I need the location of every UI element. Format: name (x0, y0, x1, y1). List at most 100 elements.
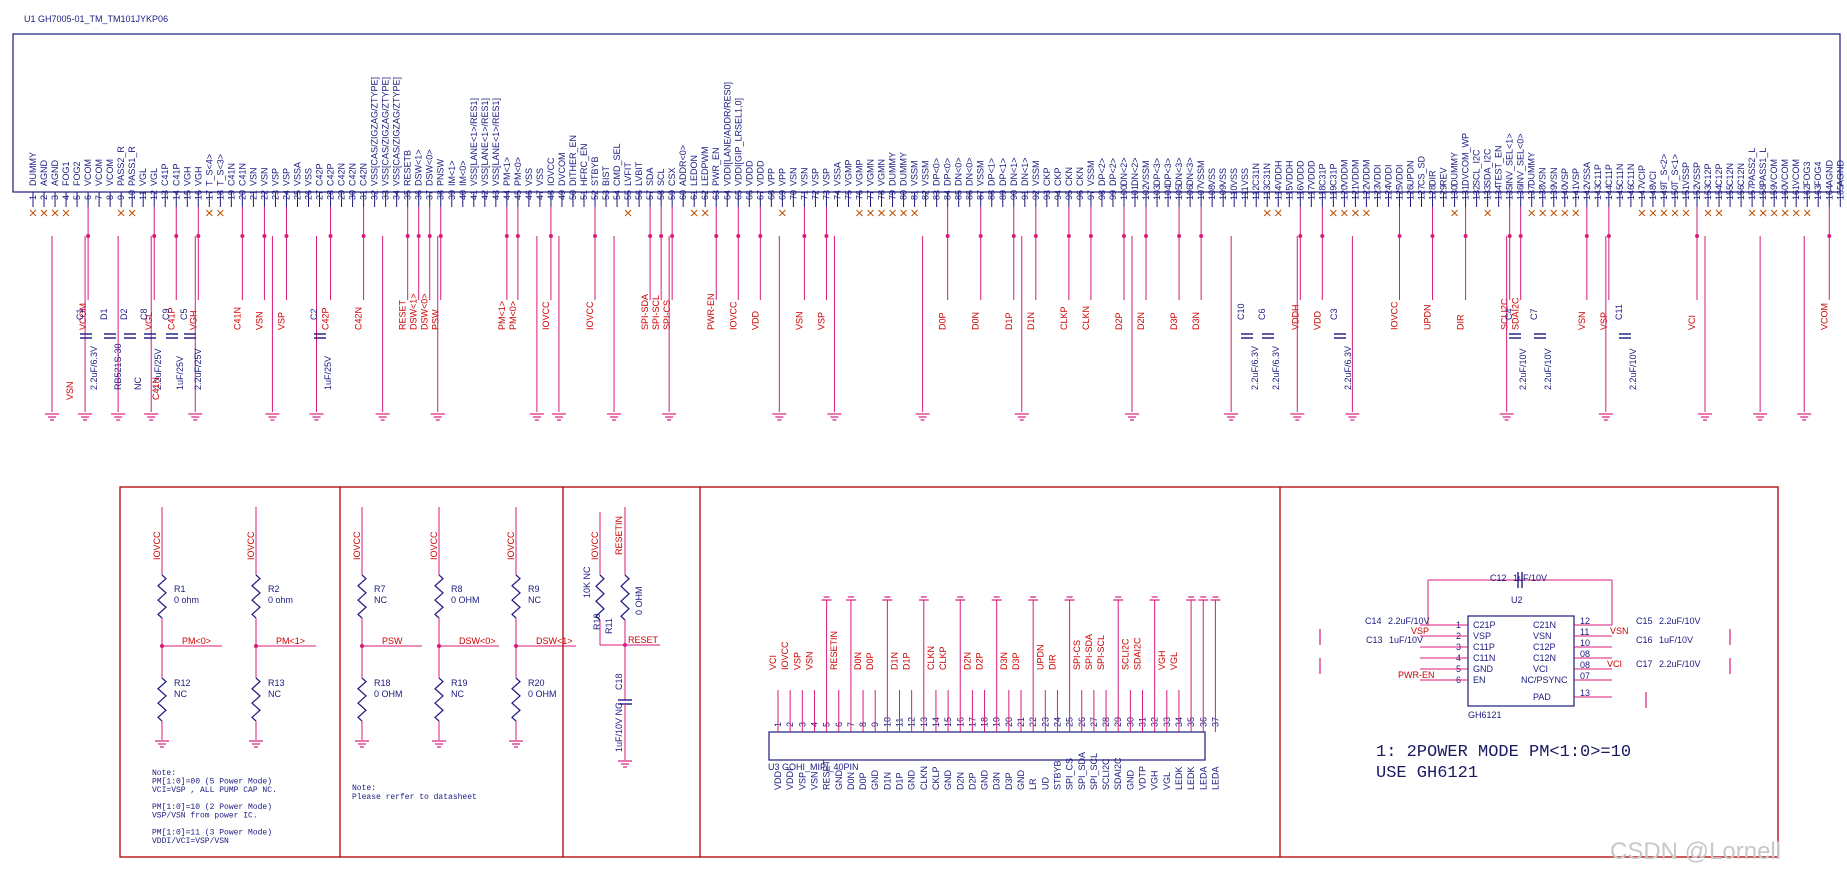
no-connect-mark (1539, 209, 1547, 217)
u1-pin-name: C12P (1714, 163, 1724, 186)
no-connect-mark (1759, 209, 1767, 217)
res-ref: R8 (451, 584, 463, 594)
no-connect-mark (624, 209, 632, 217)
u1-cap-ref: C8 (139, 308, 149, 320)
u1-pin-name: VGH (193, 166, 203, 186)
u1-pin-name: DVCOM_WP (1461, 133, 1471, 186)
u2-pin-name: C12P (1533, 642, 1556, 652)
u3-net-label: D2P (975, 652, 985, 670)
u1-header: U1 GH7005-01_TM_TM101JYKP06 (24, 14, 168, 24)
u1-pin-name: DP<2> (1097, 158, 1107, 186)
u3-net-label: RESETIN (829, 631, 839, 670)
res-value: NC (451, 689, 464, 699)
u1-net-label: VDD (750, 310, 760, 330)
junction-dot (1298, 234, 1303, 238)
u1-cap-ref: C3 (1329, 308, 1339, 320)
u1-pin-name: DN<2> (1130, 157, 1140, 186)
u1-pin-name: LVFIT (623, 162, 633, 186)
note-line: PM[1:0]=11 (3 Power Mode) (152, 829, 272, 838)
u3-pin-name: VDTP (1138, 766, 1148, 790)
u1-pin-name: FOG4 (1813, 161, 1823, 186)
u1-pin-name: DN<2> (1119, 157, 1129, 186)
u1-net-label: C41N (232, 307, 242, 330)
u1-pin-name: DN<0> (965, 157, 975, 186)
u1-net-label: VDD (1312, 310, 1322, 330)
junction-dot (659, 234, 664, 238)
u3-pin-name: SDAI2C (1113, 757, 1123, 790)
u3-pin-name: D0N (846, 772, 856, 790)
u2-name: U2 (1511, 595, 1523, 605)
no-connect-mark (216, 209, 224, 217)
u1-pin-name: VSN (788, 167, 798, 186)
u1-pin-name: VDDI[LANE/ADDR/RES0] (722, 82, 732, 186)
u1-net-label: VDDH (1290, 304, 1300, 330)
u1-pin-name: VDDD (1306, 160, 1316, 186)
res-value: NC (528, 595, 541, 605)
no-connect-mark (1363, 209, 1370, 217)
reset-iovcc: IOVCC (590, 531, 600, 560)
u1-pin-name: DUMMY (1527, 152, 1537, 186)
no-connect-mark (128, 209, 136, 217)
u1-pin-name: UPDN (1406, 160, 1416, 186)
u1-cap-ref: C9 (161, 308, 171, 320)
u2-pin-name: VSN (1533, 631, 1552, 641)
u1-pin-name: VCI (1648, 171, 1658, 186)
u3-pin-name: LEDK (1174, 766, 1184, 790)
u1-net-label: D3N (1191, 312, 1201, 330)
u1-pin-name: VSP (821, 168, 831, 186)
u1-net-label: CLKP (1059, 306, 1069, 330)
junction-dot (284, 234, 289, 238)
u1-net-label: DSW<0> (420, 293, 430, 330)
iovcc-net: IOVCC (506, 531, 516, 560)
junction-dot (328, 234, 333, 238)
u1-pin-name: VDDM (1339, 160, 1349, 187)
u2-pin-name: NC/PSYNC (1521, 675, 1568, 685)
u1-pin-name: INV_SEL<1> (1505, 133, 1515, 186)
res-ref: R13 (268, 678, 285, 688)
u1-pin-name: VSS[CAS/ZIGZAG/ZTYPE] (392, 77, 402, 186)
u1-pin-name: C11N (1626, 164, 1636, 186)
u1-pin-name: VSS (1240, 168, 1250, 186)
no-connect-mark (1781, 209, 1789, 217)
u1-pin-name: DUMMY (1450, 152, 1460, 186)
u1-pin-name: FOG3 (1802, 161, 1812, 186)
resistor-symbol (251, 677, 261, 722)
u2-cap-ref: C16 (1636, 635, 1653, 645)
u1-pin-name: SCL (656, 168, 666, 186)
u3-pin-name: D2P (967, 772, 977, 790)
no-connect-mark (1748, 209, 1756, 217)
u1-cap-ref: D2 (119, 308, 129, 320)
u1-net-label: SPI-SCL (651, 295, 661, 330)
u1-cap-value: 2.2uF/6.3V (1271, 346, 1281, 390)
u1-pin-name: SCL_I2C (1472, 149, 1482, 186)
no-connect-mark (911, 209, 918, 217)
u1-pin-name: C41N (226, 163, 236, 186)
junction-dot (174, 234, 179, 238)
u1-pin-name: DVCOM (557, 153, 567, 187)
u1-net-label: CLKN (1081, 306, 1091, 330)
junction-dot (648, 234, 653, 238)
u3-pin-name: SPI_SDA (1077, 752, 1087, 790)
u3-pin-name: VGH (1150, 770, 1160, 790)
u1-cap-value: 2.2uF/6.3V (89, 346, 99, 390)
u1-net-label: D1N (1026, 312, 1036, 330)
u1-pin-name: VSN (1538, 167, 1548, 186)
u1-cap-ref: C4 (1504, 308, 1514, 320)
u1-pin-name: VSSM (910, 160, 920, 186)
resistor-symbol (511, 574, 521, 619)
u1-pin-name: VDDI (1394, 164, 1404, 186)
u1-pin-name: C42P (315, 163, 325, 186)
res-ref: R1 (174, 584, 186, 594)
u1-pin-name: DN<3> (1174, 157, 1184, 186)
res-value: 0 OHM (451, 595, 480, 605)
u1-net-label: RESET (398, 299, 408, 330)
u1-cap-ref: C1 (75, 308, 85, 320)
res-net-label: DSW<0> (459, 636, 496, 646)
u1-pin-name: VSSA (1582, 162, 1592, 186)
junction-dot (405, 234, 410, 238)
u3-pin-name: SPI_CS (1065, 758, 1075, 790)
reset-r2-ref: R11 (604, 618, 614, 634)
resistor-symbol (511, 677, 521, 722)
u1-net-label: VGH (188, 310, 198, 330)
u1-cap-ref: C7 (1529, 308, 1539, 320)
